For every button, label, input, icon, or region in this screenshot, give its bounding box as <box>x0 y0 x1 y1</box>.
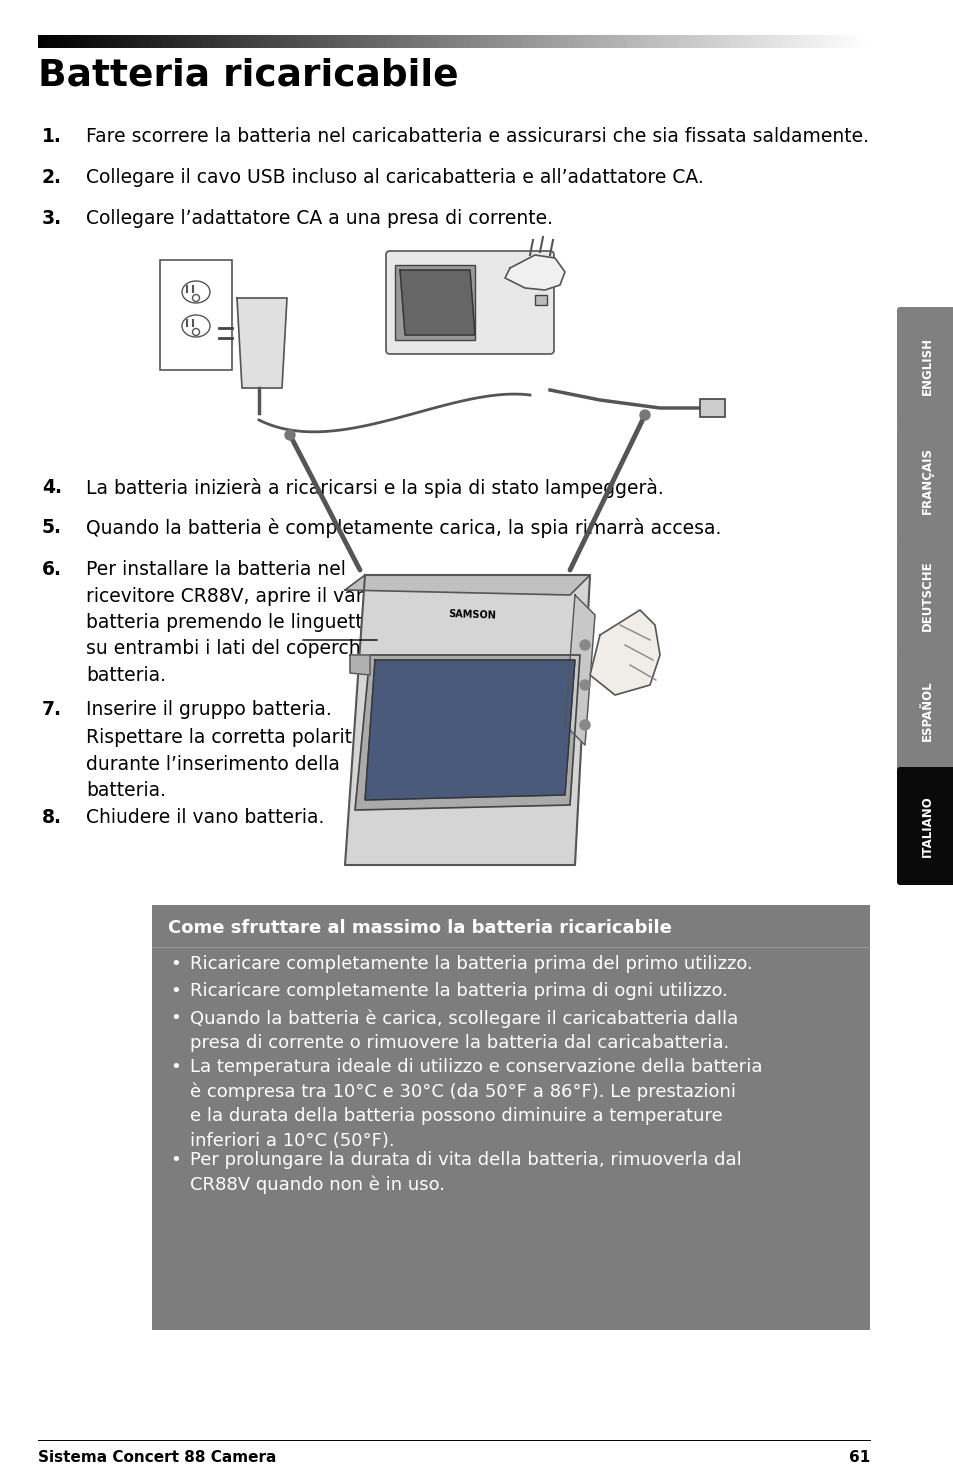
Text: ESPAÑOL: ESPAÑOL <box>920 680 933 742</box>
Circle shape <box>579 720 589 730</box>
Polygon shape <box>345 575 589 864</box>
Text: DEUTSCHE: DEUTSCHE <box>920 560 933 631</box>
Circle shape <box>579 640 589 650</box>
Text: 7.: 7. <box>42 701 62 718</box>
Text: 1.: 1. <box>42 127 62 146</box>
Polygon shape <box>504 255 564 291</box>
Circle shape <box>639 410 649 420</box>
Bar <box>535 295 546 305</box>
Polygon shape <box>589 611 659 695</box>
Text: Ricaricare completamente la batteria prima del primo utilizzo.: Ricaricare completamente la batteria pri… <box>190 954 752 974</box>
Text: •: • <box>170 1058 180 1075</box>
Text: •: • <box>170 982 180 1000</box>
Circle shape <box>520 276 529 285</box>
Polygon shape <box>236 298 287 388</box>
Text: Ricaricare completamente la batteria prima di ogni utilizzo.: Ricaricare completamente la batteria pri… <box>190 982 727 1000</box>
Bar <box>152 906 869 1330</box>
Text: 3.: 3. <box>42 209 62 229</box>
Text: 8.: 8. <box>42 808 62 827</box>
Bar <box>700 400 724 417</box>
FancyBboxPatch shape <box>896 307 953 425</box>
FancyBboxPatch shape <box>896 652 953 770</box>
Polygon shape <box>564 594 595 745</box>
Text: Quando la batteria è completamente carica, la spia rimarrà accesa.: Quando la batteria è completamente caric… <box>86 518 720 538</box>
Text: Fare scorrere la batteria nel caricabatteria e assicurarsi che sia fissata salda: Fare scorrere la batteria nel caricabatt… <box>86 127 868 146</box>
Text: FRANÇAIS: FRANÇAIS <box>920 447 933 515</box>
Polygon shape <box>355 655 579 810</box>
Polygon shape <box>399 270 475 335</box>
Polygon shape <box>365 659 575 799</box>
Text: 61: 61 <box>848 1450 869 1465</box>
Text: Per installare la batteria nel
ricevitore CR88V, aprire il vano
batteria premend: Per installare la batteria nel ricevitor… <box>86 560 378 684</box>
Text: •: • <box>170 1150 180 1170</box>
Polygon shape <box>350 655 370 676</box>
Text: ITALIANO: ITALIANO <box>920 795 933 857</box>
FancyBboxPatch shape <box>896 537 953 655</box>
Ellipse shape <box>182 316 210 336</box>
Text: 5.: 5. <box>42 518 62 537</box>
FancyBboxPatch shape <box>896 422 953 540</box>
Text: La temperatura ideale di utilizzo e conservazione della batteria
è compresa tra : La temperatura ideale di utilizzo e cons… <box>190 1058 761 1149</box>
Text: ENGLISH: ENGLISH <box>920 336 933 395</box>
Bar <box>395 266 475 341</box>
Text: •: • <box>170 1009 180 1027</box>
Text: 4.: 4. <box>42 478 62 497</box>
Text: SAMSON: SAMSON <box>448 609 496 621</box>
Text: Quando la batteria è carica, scollegare il caricabatteria dalla
presa di corrent: Quando la batteria è carica, scollegare … <box>190 1009 738 1052</box>
Text: Chiudere il vano batteria.: Chiudere il vano batteria. <box>86 808 324 827</box>
Text: Sistema Concert 88 Camera: Sistema Concert 88 Camera <box>38 1450 276 1465</box>
Bar <box>160 260 232 370</box>
Text: Come sfruttare al massimo la batteria ricaricabile: Come sfruttare al massimo la batteria ri… <box>168 919 671 937</box>
Circle shape <box>285 431 294 440</box>
Text: •: • <box>170 954 180 974</box>
Text: 6.: 6. <box>42 560 62 580</box>
Text: 2.: 2. <box>42 168 62 187</box>
Text: Per prolungare la durata di vita della batteria, rimuoverla dal
CR88V quando non: Per prolungare la durata di vita della b… <box>190 1150 741 1195</box>
Text: Batteria ricaricabile: Batteria ricaricabile <box>38 58 458 94</box>
FancyBboxPatch shape <box>386 251 554 354</box>
Text: Collegare il cavo USB incluso al caricabatteria e all’adattatore CA.: Collegare il cavo USB incluso al caricab… <box>86 168 703 187</box>
Circle shape <box>579 680 589 690</box>
Text: Inserire il gruppo batteria.
Rispettare la corretta polarità
durante l’inserimen: Inserire il gruppo batteria. Rispettare … <box>86 701 363 799</box>
Text: Collegare l’adattatore CA a una presa di corrente.: Collegare l’adattatore CA a una presa di… <box>86 209 553 229</box>
FancyBboxPatch shape <box>896 767 953 885</box>
Polygon shape <box>345 575 589 594</box>
Ellipse shape <box>182 282 210 302</box>
Text: La batteria inizierà a ricaricarsi e la spia di stato lampeggerà.: La batteria inizierà a ricaricarsi e la … <box>86 478 663 499</box>
